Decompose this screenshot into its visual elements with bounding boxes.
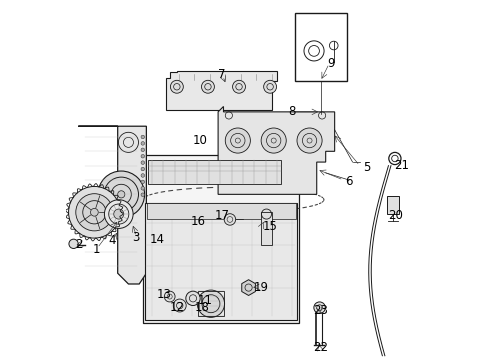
Circle shape — [76, 194, 113, 231]
Text: 10: 10 — [193, 134, 208, 147]
Circle shape — [141, 135, 145, 139]
Bar — [197, 291, 224, 316]
Circle shape — [141, 186, 145, 190]
Text: 13: 13 — [157, 288, 172, 301]
Bar — [295, 13, 347, 81]
Circle shape — [171, 80, 183, 93]
Text: 2: 2 — [75, 238, 83, 251]
Polygon shape — [78, 126, 147, 284]
Circle shape — [233, 80, 245, 93]
Circle shape — [69, 239, 78, 248]
Circle shape — [224, 214, 236, 225]
Text: 7: 7 — [218, 68, 225, 81]
Text: 17: 17 — [214, 210, 229, 222]
Circle shape — [197, 290, 224, 318]
Circle shape — [141, 167, 145, 171]
Circle shape — [118, 191, 125, 198]
Circle shape — [141, 180, 145, 184]
Text: 1: 1 — [93, 243, 100, 256]
Circle shape — [91, 208, 98, 216]
Circle shape — [261, 128, 286, 153]
Text: 5: 5 — [363, 161, 370, 174]
Circle shape — [141, 141, 145, 145]
Bar — [147, 203, 296, 220]
Polygon shape — [242, 280, 255, 296]
Text: 14: 14 — [149, 233, 165, 246]
Text: 21: 21 — [394, 159, 410, 172]
Circle shape — [141, 148, 145, 152]
Circle shape — [297, 128, 322, 153]
Circle shape — [141, 161, 145, 165]
Circle shape — [141, 193, 145, 197]
Circle shape — [225, 128, 250, 153]
Circle shape — [104, 200, 133, 228]
Circle shape — [69, 186, 120, 238]
Circle shape — [141, 174, 145, 177]
Text: 4: 4 — [109, 234, 116, 247]
Circle shape — [173, 299, 186, 312]
Circle shape — [264, 80, 276, 93]
Text: 23: 23 — [313, 305, 328, 318]
Polygon shape — [166, 71, 277, 110]
Text: 11: 11 — [198, 294, 213, 307]
Text: 6: 6 — [345, 175, 353, 188]
Circle shape — [201, 80, 215, 93]
Polygon shape — [218, 107, 335, 194]
Text: 22: 22 — [313, 341, 328, 354]
Bar — [261, 212, 272, 244]
Text: 18: 18 — [195, 301, 209, 314]
Text: 9: 9 — [327, 57, 335, 70]
Text: 12: 12 — [170, 301, 184, 314]
Circle shape — [114, 209, 124, 219]
Bar — [387, 196, 399, 214]
Polygon shape — [145, 203, 297, 320]
Text: 19: 19 — [254, 281, 269, 294]
Text: 3: 3 — [132, 231, 139, 244]
Circle shape — [141, 154, 145, 158]
Circle shape — [186, 291, 200, 306]
Bar — [148, 160, 281, 184]
Text: 16: 16 — [191, 215, 206, 228]
Circle shape — [164, 291, 175, 302]
Text: 15: 15 — [263, 220, 277, 233]
Bar — [143, 155, 299, 323]
Circle shape — [314, 302, 325, 314]
Circle shape — [98, 171, 145, 218]
Text: 8: 8 — [288, 105, 295, 118]
Text: 20: 20 — [388, 210, 403, 222]
